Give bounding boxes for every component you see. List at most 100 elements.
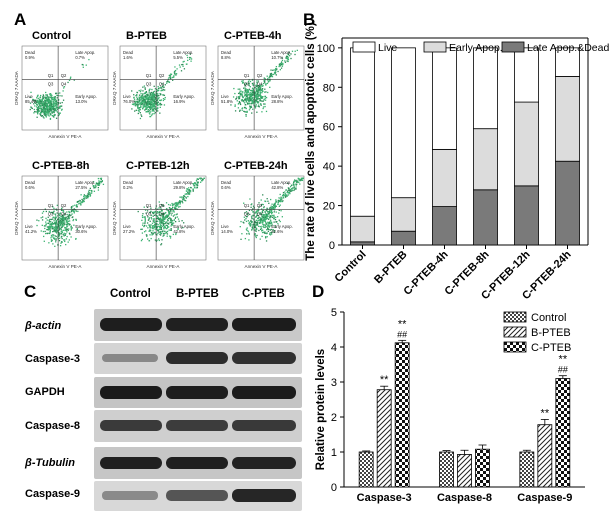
- flow-y-axis-title: DRAQ 7 AAADA: [14, 70, 19, 105]
- flow-label-dead: Dead: [25, 180, 36, 185]
- flow-quadrant-q3: Q3: [146, 211, 152, 216]
- chart-b-bar-segment: [555, 160, 580, 246]
- flow-plot-title: C-PTEB-24h: [224, 160, 288, 172]
- flow-value-late: 5.5%: [173, 55, 183, 60]
- flow-plot-title: B-PTEB: [126, 30, 167, 42]
- flow-quadrant-q2: Q2: [257, 203, 263, 208]
- wb-column-b-pteb: B-PTEB: [176, 288, 219, 300]
- flow-x-axis-title: Annexin V PE-A: [245, 264, 279, 269]
- chart-d-y-axis-title: Relative protein levels: [315, 349, 327, 470]
- chart-b-bar-segment: [350, 215, 375, 243]
- flow-quadrant-q4: Q4: [159, 81, 165, 86]
- blot-beta-tubulin: [94, 447, 302, 479]
- flow-quadrant-q1: Q1: [146, 73, 152, 78]
- flow-y-axis-title: DRAQ 7 AAADA: [210, 200, 215, 235]
- flow-plot: C-PTEB-24h Dead 0.6% Late Apop. 42.8% Live 14.…: [210, 160, 306, 278]
- flow-quadrant-q3: Q3: [146, 81, 152, 86]
- chart-d-y-tick-label: 4: [331, 342, 337, 354]
- chart-b-bar-segment: [350, 47, 375, 217]
- chart-d-legend-label: C-PTEB: [531, 342, 571, 354]
- chart-b-y-tick-label: 20: [323, 201, 335, 213]
- chart-b-bar-segment: [514, 101, 539, 187]
- chart-b-legend-label: Early Apop.: [449, 42, 503, 54]
- flow-label-late: Late Apop.: [75, 50, 95, 55]
- flow-label-early: Early Apop.: [75, 94, 96, 99]
- chart-b-y-tick-label: 80: [323, 82, 335, 94]
- flow-value-early: 28.8%: [271, 99, 283, 104]
- flow-quadrant-q2: Q2: [61, 73, 67, 78]
- chart-b-bar-segment: [555, 76, 580, 162]
- chart-b-bar-segment: [391, 230, 416, 246]
- flow-value-early: 30.6%: [75, 229, 87, 234]
- chart-b-y-tick-label: 40: [323, 161, 335, 173]
- flow-plot-title: Control: [32, 30, 72, 42]
- flow-value-live: 27.2%: [123, 229, 135, 234]
- panel-letter-b: B: [303, 10, 316, 29]
- chart-b-bar-segment: [473, 47, 498, 130]
- blot-beta-actin: [94, 309, 302, 341]
- chart-d-significance-hash: ##: [397, 329, 407, 339]
- flow-quadrant-q3: Q3: [48, 211, 54, 216]
- flow-quadrant-q1: Q1: [244, 73, 250, 78]
- flow-value-live: 51.8%: [221, 99, 233, 104]
- flow-quadrant-q3: Q3: [244, 211, 250, 216]
- flow-quadrant-q3: Q3: [48, 81, 54, 86]
- flow-value-dead: 0.9%: [25, 55, 35, 60]
- flow-value-live: 76.0%: [123, 99, 135, 104]
- flow-label-live: Live: [221, 224, 229, 229]
- flow-quadrant-q4: Q4: [159, 211, 165, 216]
- flow-label-dead: Dead: [123, 50, 134, 55]
- flow-quadrant-q1: Q1: [146, 203, 152, 208]
- flow-quadrant-q4: Q4: [61, 211, 67, 216]
- chart-d-significance-star: **: [541, 407, 550, 419]
- flow-quadrant-q2: Q2: [257, 73, 263, 78]
- flow-label-late: Late Apop.: [173, 180, 193, 185]
- flow-label-live: Live: [25, 94, 33, 99]
- flow-plot: Control Dead 0.9% Late Apop. 0.7% Live 85.4% Ea…: [14, 30, 110, 148]
- flow-dots: [29, 58, 90, 120]
- flow-quadrant-q2: Q2: [61, 203, 67, 208]
- flow-label-late: Late Apop.: [271, 180, 291, 185]
- chart-b-bar-segment: [432, 206, 457, 246]
- chart-d-significance-star: **: [398, 318, 407, 330]
- chart-b-bar-segment: [473, 128, 498, 191]
- panel-letter-d: D: [312, 282, 325, 301]
- flow-x-axis-title: Annexin V PE-A: [245, 134, 279, 139]
- flow-label-early: Early Apop.: [271, 224, 292, 229]
- chart-b-bar-segment: [350, 241, 375, 246]
- chart-b-legend-label: Live: [378, 42, 397, 54]
- chart-b-bar-segment: [555, 47, 580, 77]
- flow-value-late: 42.8%: [271, 185, 283, 190]
- flow-value-live: 85.4%: [25, 99, 37, 104]
- flow-value-early: 42.8%: [173, 229, 185, 234]
- chart-b-x-tick-label: C-PTEB-12h: [479, 248, 533, 302]
- flow-x-axis-title: Annexin V PE-A: [49, 264, 83, 269]
- chart-b-legend-swatch: [501, 41, 525, 53]
- flow-plot-title: C-PTEB-4h: [224, 30, 282, 42]
- chart-b-x-tick-label: C-PTEB-4h: [402, 248, 451, 297]
- chart-d-significance-hash: ##: [558, 365, 568, 375]
- blot-caspase-8: [94, 410, 302, 442]
- chart-d-legend-swatch: [503, 341, 527, 353]
- chart-b-x-tick-label: Control: [332, 249, 368, 285]
- flow-y-axis-title: DRAQ 7 AAADA: [112, 200, 117, 235]
- wb-label-beta-actin: β-actin: [25, 320, 62, 332]
- chart-d-bar: [376, 389, 392, 488]
- wb-column-control: Control: [110, 288, 151, 300]
- chart-d-significance-star: **: [380, 374, 389, 386]
- flow-value-early: 13.0%: [75, 99, 87, 104]
- flow-value-dead: 0.6%: [25, 185, 35, 190]
- chart-d-y-tick-label: 1: [331, 447, 337, 459]
- flow-value-early: 16.9%: [173, 99, 185, 104]
- flow-plot-frame: [119, 45, 207, 131]
- flow-y-axis-title: DRAQ 7 AAADA: [14, 200, 19, 235]
- wb-label-caspase-3: Caspase-3: [25, 353, 81, 365]
- chart-d-bar: [358, 451, 374, 488]
- chart-b-bar-segment: [391, 47, 416, 199]
- flow-quadrant-q3: Q3: [244, 81, 250, 86]
- chart-d-bar: [457, 454, 472, 488]
- flow-plot-title: C-PTEB-8h: [32, 160, 90, 172]
- chart-d-bar: [475, 448, 490, 488]
